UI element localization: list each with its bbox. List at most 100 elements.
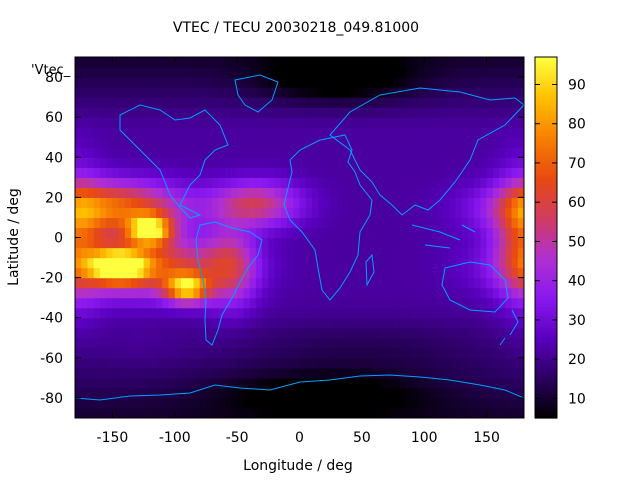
heatmap-cell (193, 207, 201, 219)
heatmap-cell (336, 337, 344, 349)
heatmap-cell (324, 237, 332, 249)
heatmap-cell (380, 287, 388, 299)
heatmap-cell (224, 377, 232, 389)
heatmap-cell (255, 227, 263, 239)
heatmap-cell (517, 197, 524, 209)
heatmap-cell (287, 407, 294, 418)
heatmap-cell (343, 117, 350, 128)
heatmap-cell (442, 297, 450, 309)
heatmap-cell (118, 227, 126, 239)
heatmap-cell (218, 67, 226, 78)
coastline-south-america (195, 221, 263, 346)
heatmap-cell (149, 337, 157, 349)
heatmap-cell (374, 237, 382, 249)
heatmap-cell (399, 177, 407, 188)
heatmap-cell (168, 187, 176, 198)
heatmap-cell (168, 387, 176, 399)
heatmap-cell (93, 257, 101, 269)
colorbar-step (535, 108, 557, 112)
heatmap-cell (230, 217, 238, 229)
heatmap-cell (361, 97, 369, 108)
heatmap-cell (293, 167, 301, 178)
heatmap-cell (249, 107, 257, 118)
y-tick-label: -40 (40, 311, 63, 327)
heatmap-cell (237, 207, 244, 219)
heatmap-cell (467, 337, 475, 349)
heatmap-cell (124, 97, 132, 108)
heatmap-cell (274, 127, 282, 138)
heatmap-cell (368, 267, 375, 279)
heatmap-cell (162, 107, 170, 118)
heatmap-cell (386, 277, 394, 289)
heatmap-cell (368, 367, 375, 379)
heatmap-cell (106, 177, 114, 188)
heatmap-cell (411, 377, 419, 389)
heatmap-cell (287, 167, 294, 178)
colorbar-step (535, 381, 557, 386)
heatmap-cell (218, 357, 226, 369)
heatmap-cell (311, 77, 319, 88)
heatmap-cell (124, 277, 132, 289)
heatmap-cell (93, 97, 101, 108)
heatmap-cell (430, 357, 438, 369)
heatmap-cell (411, 207, 419, 219)
heatmap-cell (212, 147, 220, 158)
heatmap-cell (262, 87, 269, 98)
heatmap-cell (87, 367, 95, 379)
heatmap-cell (218, 207, 226, 219)
heatmap-cell (461, 357, 469, 369)
heatmap-cell (218, 57, 226, 68)
heatmap-cell (75, 367, 82, 379)
heatmap-cell (205, 387, 213, 399)
heatmap-cell (499, 317, 506, 329)
heatmap-cell (199, 257, 207, 269)
heatmap-cell (168, 357, 176, 369)
heatmap-cell (349, 337, 357, 349)
heatmap-cell (411, 167, 419, 178)
heatmap-cell (106, 327, 114, 339)
heatmap-cell (274, 347, 282, 359)
heatmap-cell (237, 197, 244, 209)
heatmap-cell (393, 407, 400, 418)
heatmap-cell (99, 97, 107, 108)
heatmap-cell (143, 147, 151, 158)
heatmap-cell (449, 287, 457, 299)
heatmap-cell (442, 107, 450, 118)
heatmap-cell (461, 137, 469, 148)
heatmap-cell (505, 247, 513, 259)
heatmap-cell (99, 257, 107, 269)
heatmap-cell (517, 397, 524, 409)
heatmap-cell (287, 257, 294, 269)
colorbar-step (535, 342, 557, 347)
heatmap-cell (268, 357, 276, 369)
heatmap-cell (386, 327, 394, 339)
heatmap-cell (149, 327, 157, 339)
heatmap-cell (349, 237, 357, 249)
heatmap-cell (330, 227, 338, 239)
heatmap-cell (131, 397, 138, 409)
heatmap-cell (349, 357, 357, 369)
heatmap-cell (336, 287, 344, 299)
heatmap-cell (386, 407, 394, 418)
heatmap-cell (193, 407, 201, 418)
heatmap-cell (249, 367, 257, 379)
heatmap-cell (411, 67, 419, 78)
heatmap-cell (274, 157, 282, 168)
heatmap-cell (93, 237, 101, 249)
heatmap-cell (374, 297, 382, 309)
heatmap-cell (424, 287, 432, 299)
heatmap-cell (181, 407, 188, 418)
heatmap-cell (492, 67, 500, 78)
heatmap-cell (517, 257, 524, 269)
heatmap-cell (380, 257, 388, 269)
heatmap-cell (81, 227, 89, 239)
heatmap-cell (311, 177, 319, 188)
heatmap-cell (268, 187, 276, 198)
heatmap-cell (293, 297, 301, 309)
heatmap-cell (399, 247, 407, 259)
colorbar-step (535, 246, 557, 251)
heatmap-cell (156, 407, 163, 418)
heatmap-cell (355, 407, 363, 418)
heatmap-cell (380, 357, 388, 369)
